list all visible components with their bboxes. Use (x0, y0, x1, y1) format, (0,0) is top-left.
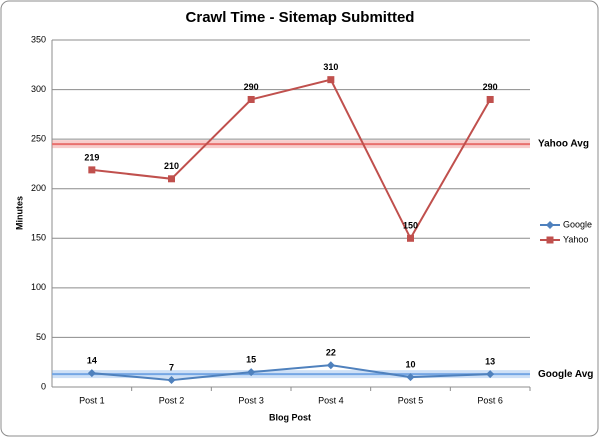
data-label: 290 (244, 82, 259, 92)
marker (546, 221, 554, 229)
series-line (91, 78, 492, 241)
marker (326, 361, 335, 370)
legend-label: Yahoo (563, 234, 588, 244)
series-line (91, 364, 491, 382)
y-tick-label: 350 (31, 34, 46, 44)
marker (168, 175, 175, 183)
data-label: 290 (483, 82, 498, 92)
marker (88, 166, 96, 174)
x-axis-label: Blog Post (269, 412, 311, 422)
x-tick-label: Post 4 (318, 395, 344, 405)
data-label: 7 (169, 362, 174, 372)
data-label: 210 (164, 161, 179, 171)
x-tick-label: Post 3 (238, 395, 264, 405)
data-label: 22 (326, 348, 336, 358)
marker (247, 368, 256, 377)
x-tick-label: Post 1 (79, 395, 105, 405)
y-tick-label: 100 (31, 282, 46, 292)
data-label: 310 (323, 62, 338, 72)
y-tick-label: 0 (41, 381, 46, 391)
data-label: 14 (87, 355, 97, 365)
marker (486, 370, 495, 379)
x-tick-label: Post 6 (477, 395, 503, 405)
data-label: 219 (84, 152, 99, 162)
marker (406, 373, 415, 382)
y-tick-label: 150 (31, 233, 46, 243)
y-tick-label: 250 (31, 134, 46, 144)
data-label: 150 (403, 221, 418, 231)
legend-label: Google (563, 219, 592, 229)
marker (546, 236, 554, 244)
y-tick-label: 200 (31, 183, 46, 193)
marker (167, 376, 176, 385)
data-label: 13 (485, 356, 495, 366)
reference-label: Google Avg (538, 369, 593, 380)
marker (407, 234, 414, 242)
y-axis-label: Minutes (14, 196, 24, 230)
data-label: 15 (246, 355, 256, 365)
reference-label: Yahoo Avg (538, 139, 589, 150)
data-label: 10 (405, 359, 415, 369)
x-tick-label: Post 5 (398, 395, 424, 405)
x-tick-label: Post 2 (159, 395, 185, 405)
marker (87, 369, 96, 378)
marker (327, 76, 335, 84)
y-tick-label: 50 (36, 332, 46, 342)
marker (247, 95, 255, 103)
marker (486, 95, 494, 103)
chart-title: Crawl Time - Sitemap Submitted (186, 9, 415, 26)
y-tick-label: 300 (31, 84, 46, 94)
